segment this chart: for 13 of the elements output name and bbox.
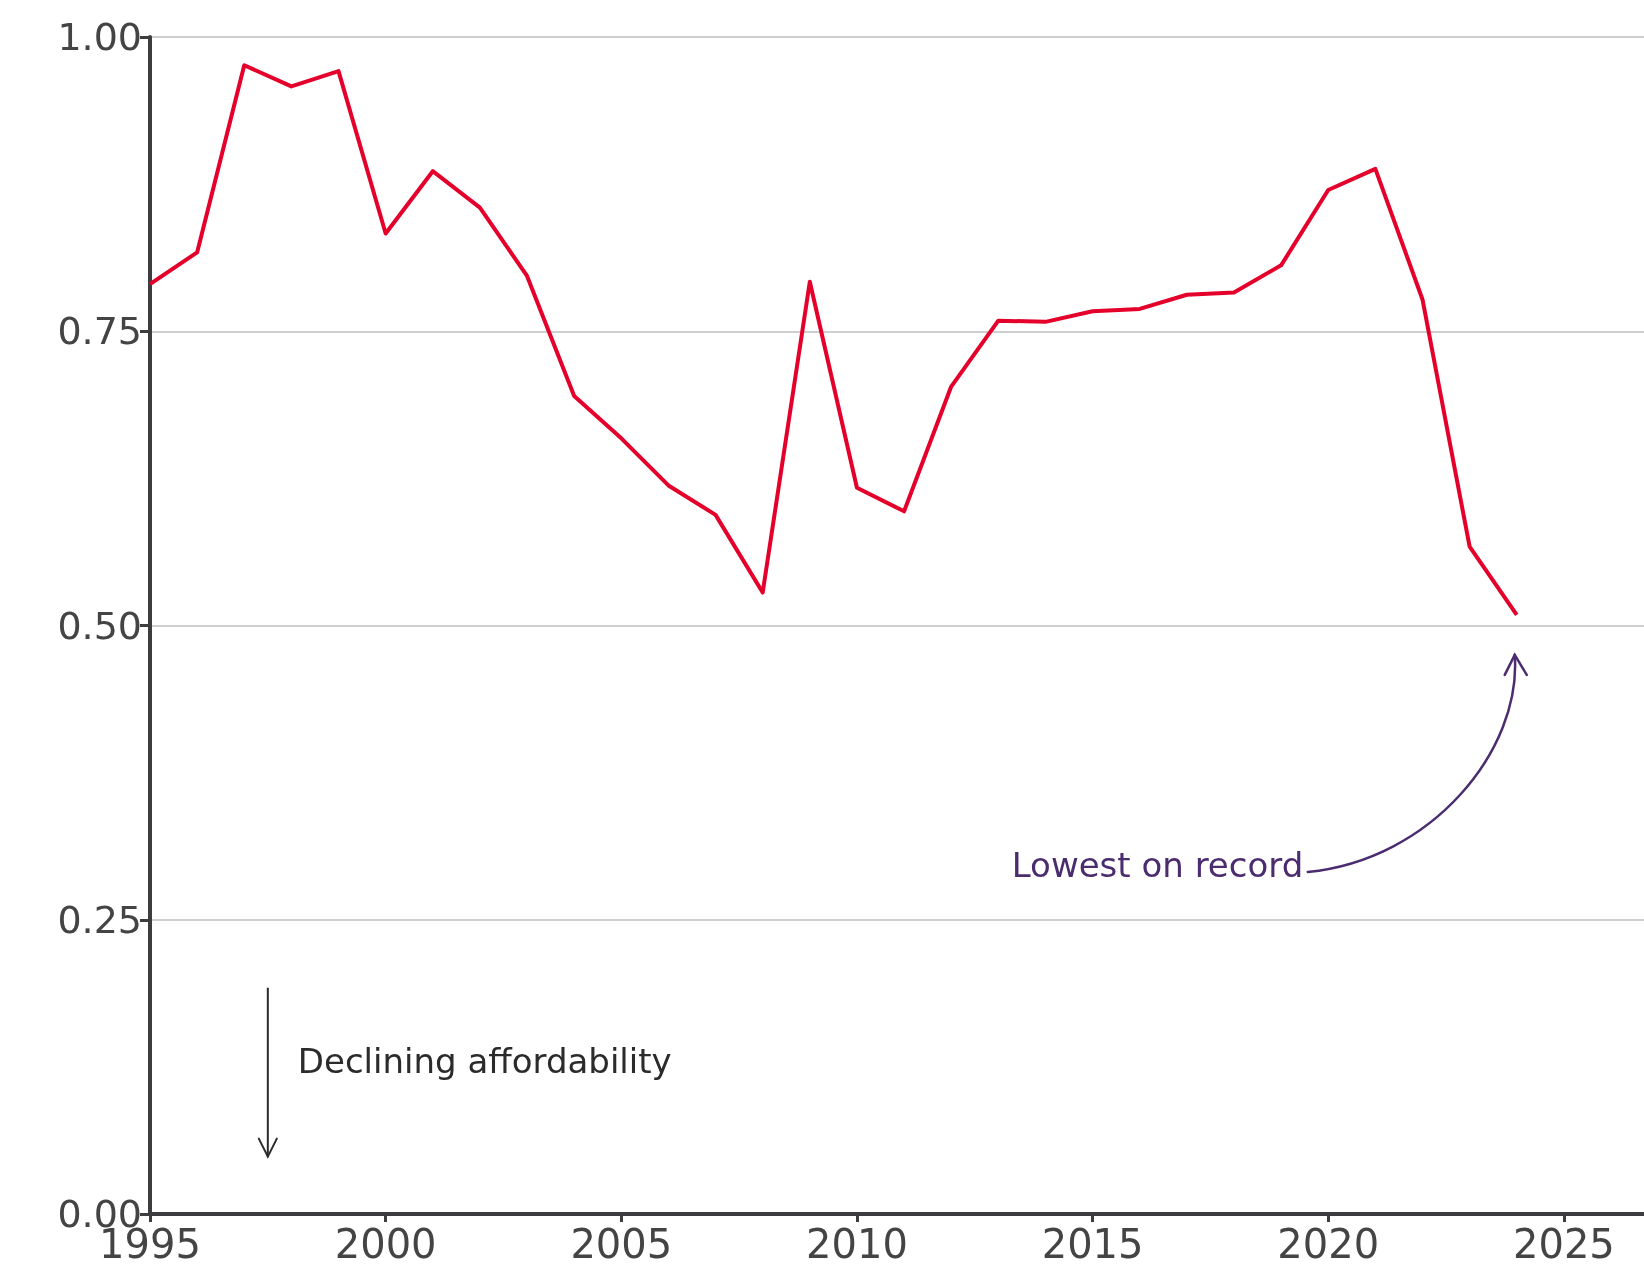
line-series bbox=[148, 63, 1519, 617]
y-tick-label: 1.00 bbox=[57, 15, 142, 59]
x-tick-label: 2020 bbox=[1277, 1221, 1380, 1267]
y-tick-label: 0.75 bbox=[57, 309, 142, 354]
y-tick-label: 0.50 bbox=[57, 603, 142, 648]
x-tick-label: 2025 bbox=[1512, 1221, 1615, 1267]
x-tick-label: 2000 bbox=[334, 1221, 437, 1267]
x-tick-label: 2005 bbox=[570, 1221, 673, 1267]
x-tick-label: 2015 bbox=[1041, 1221, 1144, 1267]
y-tick-label: 0.25 bbox=[57, 897, 142, 942]
annotation: Declining affordability bbox=[297, 1040, 672, 1081]
annotation: Lowest on record bbox=[1011, 844, 1304, 885]
x-tick-label: 2010 bbox=[806, 1221, 908, 1267]
